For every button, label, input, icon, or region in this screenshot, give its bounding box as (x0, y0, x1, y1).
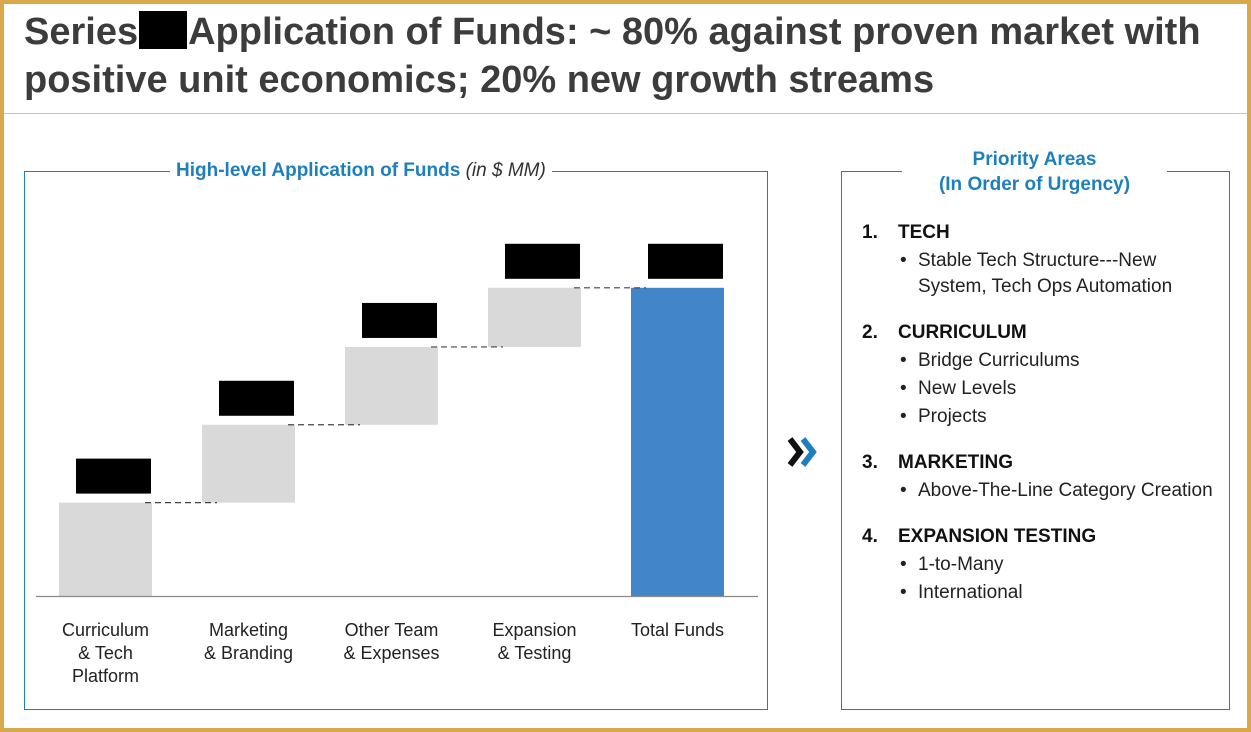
priority-number: 2. (862, 322, 878, 343)
priority-number: 3. (862, 452, 878, 473)
priority-bullet: Projects (898, 404, 1222, 430)
priority-list: 1. TECH Stable Tech Structure---New System… (862, 220, 1222, 626)
priority-item-heading: 4. EXPANSION TESTING (862, 524, 1222, 550)
chart-heading: High-level Application of Funds (in $ MM… (170, 159, 552, 183)
priority-bullet: Bridge Curriculums (898, 348, 1222, 374)
waterfall-bar (488, 287, 581, 347)
priority-bullet: International (898, 580, 1222, 606)
bar-value-redaction (362, 302, 437, 338)
priority-item: 1. TECH Stable Tech Structure---New System… (862, 220, 1222, 300)
bar-value-redaction (76, 458, 151, 494)
title-part-series: Series (24, 11, 139, 53)
priority-title: CURRICULUM (898, 322, 1027, 343)
priority-item-heading: 2. CURRICULUM (862, 320, 1222, 346)
chart-heading-unit: (in $ MM) (465, 160, 546, 181)
priority-item: 4. EXPANSION TESTING 1-to-ManyInternationa… (862, 524, 1222, 606)
priority-item-heading: 3. MARKETING (862, 450, 1222, 476)
category-label: Expansion & Testing (492, 620, 577, 663)
priority-item: 2. CURRICULUM Bridge CurriculumsNew Levels… (862, 320, 1222, 430)
priority-bullet: 1-to-Many (898, 552, 1222, 578)
waterfall-chart (36, 243, 758, 598)
priority-title: TECH (898, 222, 950, 243)
category-label: Other Team & Expenses (343, 620, 440, 663)
priority-bullets: Stable Tech Structure---New System, Tech… (862, 248, 1222, 300)
title-part-main: Application of Funds: ~ 80% against prov… (24, 11, 1201, 101)
priority-heading-line1: Priority Areas (972, 149, 1097, 170)
bar-value-redaction (505, 243, 580, 279)
waterfall-bar (345, 346, 438, 425)
priority-number: 1. (862, 222, 878, 243)
priority-title: EXPANSION TESTING (898, 526, 1097, 547)
waterfall-bar (59, 502, 152, 596)
priority-heading-line2: (In Order of Urgency) (938, 174, 1131, 195)
priority-heading: Priority Areas (In Order of Urgency) (902, 147, 1167, 197)
chart-heading-main: High-level Application of Funds (176, 160, 461, 181)
priority-bullets: 1-to-ManyInternational (862, 552, 1222, 606)
title-divider (4, 113, 1247, 114)
chevron-double-right-icon (787, 437, 817, 467)
priority-bullets: Above-The-Line Category Creation (862, 478, 1222, 504)
priority-bullets: Bridge CurriculumsNew LevelsProjects (862, 348, 1222, 430)
bar-value-redaction (219, 380, 294, 416)
priority-title: MARKETING (898, 452, 1014, 473)
category-label: Curriculum & Tech Platform (61, 620, 149, 686)
priority-bullet: New Levels (898, 376, 1222, 402)
priority-item-heading: 1. TECH (862, 220, 1222, 246)
waterfall-bar (202, 424, 295, 503)
category-label: Marketing & Branding (203, 620, 294, 663)
title-redaction (139, 11, 188, 49)
slide-title: Series Application of Funds: ~ 80% agains… (24, 8, 1234, 104)
priority-bullet: Above-The-Line Category Creation (898, 478, 1222, 504)
waterfall-bar (631, 287, 724, 596)
bar-value-redaction (648, 243, 723, 279)
category-label: Total Funds (630, 620, 725, 640)
priority-bullet: Stable Tech Structure---New System, Tech… (898, 248, 1222, 300)
priority-number: 4. (862, 526, 878, 547)
priority-item: 3. MARKETING Above-The-Line Category Creat… (862, 450, 1222, 504)
